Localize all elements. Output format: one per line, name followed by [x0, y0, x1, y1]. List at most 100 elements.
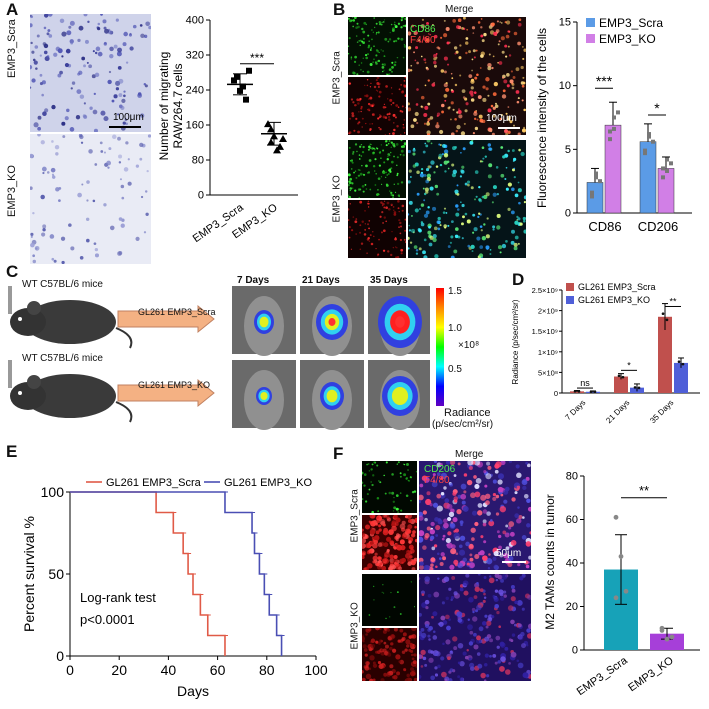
cell-dot [397, 200, 400, 203]
cell-dot [410, 228, 416, 233]
cell-dot [383, 592, 385, 594]
cell-dot [394, 237, 397, 239]
cell-dot [388, 173, 390, 175]
cell-dot [483, 223, 486, 226]
cell-dot [398, 219, 401, 222]
cell-dot [424, 84, 427, 87]
cell-dot [481, 146, 485, 150]
cell-dot [351, 168, 353, 170]
cell-dot [485, 500, 490, 506]
cell-dot [369, 655, 375, 661]
cell-dot [383, 103, 386, 106]
cell-dot [456, 208, 460, 211]
cell-dot [53, 259, 57, 263]
cell-dot [392, 558, 398, 564]
cell-dot [89, 106, 93, 110]
cell-dot [350, 56, 353, 58]
cell-dot [525, 541, 531, 547]
cell-dot [460, 493, 467, 500]
cell-dot [475, 195, 478, 198]
cell-dot [438, 153, 443, 158]
cell-dot [371, 122, 374, 125]
cell-dot [390, 591, 392, 594]
cell-dot [480, 34, 484, 38]
cell-dot [399, 475, 402, 478]
cell-dot [135, 236, 140, 241]
cell-dot [95, 46, 101, 52]
cell-dot [369, 541, 374, 545]
cell-dot [438, 518, 441, 521]
cell-dot [479, 588, 484, 593]
cell-dot [59, 70, 63, 75]
cell-dot [396, 174, 399, 177]
cell-dot [393, 496, 395, 499]
panel-e-y-tick-label: 0 [56, 648, 64, 664]
cell-dot [372, 474, 375, 477]
cell-dot [522, 672, 529, 679]
cell-dot [446, 41, 450, 45]
cell-dot [350, 58, 353, 60]
cell-dot [420, 222, 425, 227]
cell-dot [395, 654, 401, 660]
cell-dot [445, 26, 450, 32]
cell-dot [139, 157, 143, 161]
cell-dot [382, 50, 384, 52]
cell-dot [376, 496, 380, 500]
cell-dot [445, 87, 450, 92]
cell-dot [459, 677, 464, 681]
cell-dot [117, 113, 120, 116]
cell-dot [505, 240, 508, 243]
cell-dot [400, 17, 404, 19]
cell-dot [523, 108, 526, 112]
cell-dot [443, 224, 447, 228]
cell-dot [381, 591, 383, 593]
cell-dot [500, 114, 503, 117]
cell-dot [375, 640, 379, 644]
ivis-signal [328, 318, 336, 326]
cell-dot [380, 49, 382, 51]
cell-dot [361, 40, 364, 43]
cell-dot [463, 473, 468, 477]
cell-dot [395, 494, 399, 497]
cell-dot [440, 491, 445, 496]
cell-dot [514, 491, 518, 495]
cell-dot [441, 601, 445, 605]
cell-dot [30, 186, 33, 190]
cell-dot [377, 117, 380, 120]
cell-dot [492, 594, 496, 598]
cell-dot [452, 169, 457, 175]
cell-dot [392, 500, 395, 503]
cell-dot [496, 192, 500, 196]
cell-dot [493, 596, 499, 603]
cell-dot [47, 29, 51, 33]
cell-dot [393, 211, 397, 214]
cell-dot [462, 557, 468, 563]
cell-dot [407, 536, 413, 542]
cell-dot [445, 538, 451, 544]
cell-dot [450, 235, 454, 239]
cell-dot [395, 143, 399, 146]
cell-dot [473, 227, 478, 232]
cell-dot [392, 206, 395, 208]
cell-dot [465, 37, 469, 40]
cell-dot [517, 217, 521, 221]
cell-dot [396, 156, 399, 159]
cell-dot [434, 673, 439, 677]
cell-dot [514, 220, 519, 225]
cell-dot [508, 555, 514, 562]
cell-dot [486, 558, 493, 565]
cell-dot [361, 27, 364, 31]
cell-dot [379, 151, 381, 153]
cell-dot [408, 236, 410, 240]
cell-dot [353, 60, 357, 63]
cell-dot [43, 14, 49, 18]
cell-dot [389, 664, 394, 669]
cell-dot [355, 176, 358, 179]
cell-dot [441, 110, 444, 114]
cell-dot [349, 117, 352, 120]
cell-dot [487, 108, 492, 113]
cell-dot [423, 122, 427, 125]
cell-dot [478, 626, 484, 632]
cell-dot [362, 190, 365, 193]
cell-dot [450, 88, 454, 92]
